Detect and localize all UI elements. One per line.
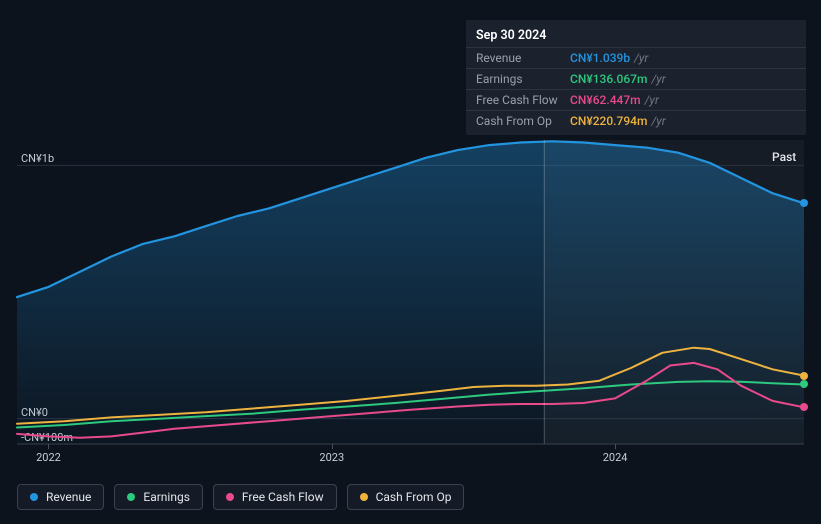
legend-item[interactable]: Free Cash Flow [213, 484, 337, 510]
financials-chart[interactable] [0, 0, 821, 524]
legend-dot-icon [226, 493, 234, 501]
legend-item[interactable]: Cash From Op [347, 484, 465, 510]
legend-label: Earnings [143, 490, 190, 504]
legend-item[interactable]: Revenue [17, 484, 104, 510]
legend-label: Cash From Op [376, 490, 452, 504]
x-axis-label: 2024 [603, 451, 628, 464]
series-end-marker [800, 372, 808, 380]
legend-dot-icon [127, 493, 135, 501]
chart-legend: Revenue Earnings Free Cash Flow Cash From O… [17, 484, 464, 510]
legend-dot-icon [360, 493, 368, 501]
legend-label: Free Cash Flow [242, 490, 324, 504]
x-axis-label: 2023 [319, 451, 344, 464]
legend-label: Revenue [46, 490, 91, 504]
legend-item[interactable]: Earnings [114, 484, 203, 510]
series-end-marker [800, 380, 808, 388]
legend-dot-icon [30, 493, 38, 501]
series-end-marker [800, 403, 808, 411]
x-axis-label: 2022 [36, 451, 61, 464]
series-end-marker [800, 199, 808, 207]
chart-container: Sep 30 2024 RevenueCN¥1.039b/yrEarningsC… [0, 0, 821, 524]
